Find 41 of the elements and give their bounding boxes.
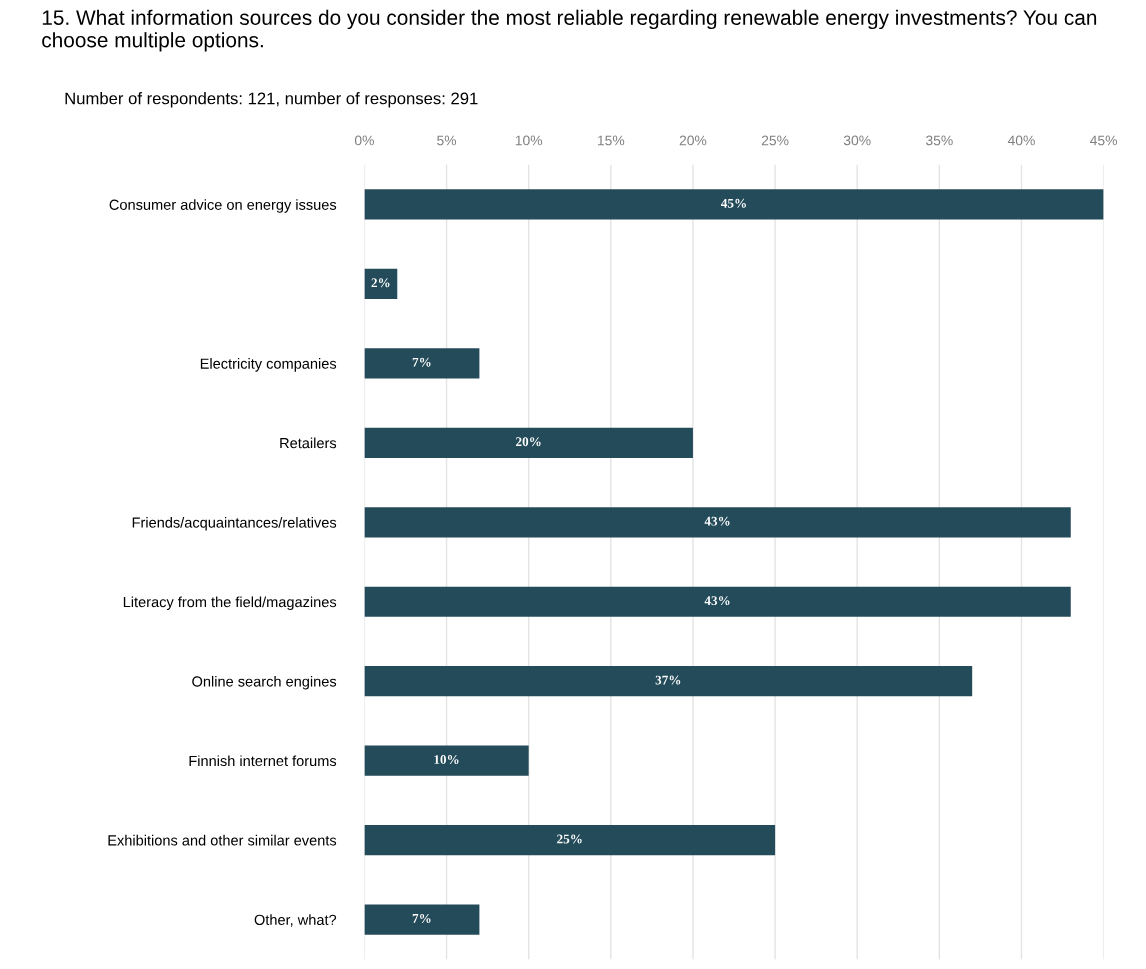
bar <box>364 427 693 458</box>
bar <box>364 348 480 379</box>
chart-title: 15. What information sources do you consider the most reliable regarding renewable energy investments? You can choose multiple options. <box>42 9 1097 52</box>
x-tick-label: 45% <box>1090 135 1117 146</box>
bar <box>364 189 1104 220</box>
x-tick-label: 40% <box>1007 135 1035 146</box>
x-tick-label: 25% <box>761 135 789 146</box>
y-tick-label: Literacy from the field/magazines <box>123 596 337 611</box>
x-tick-label: 20% <box>679 135 707 146</box>
y-tick-label: Consumer advice on energy issues <box>109 199 337 213</box>
data-label: 43% <box>704 596 730 606</box>
bar <box>364 745 529 776</box>
y-tick-label: Friends/acquaintances/relatives <box>132 517 337 531</box>
bar <box>364 825 776 856</box>
y-tick-label: Exhibitions and other similar events <box>108 834 337 846</box>
data-label: 7% <box>412 913 431 923</box>
y-tick-label: Retailers <box>280 437 337 449</box>
x-tick-label: 10% <box>515 135 543 146</box>
bar <box>364 268 398 300</box>
bar <box>364 904 480 935</box>
bar <box>364 666 973 697</box>
data-label: 20% <box>516 437 541 447</box>
data-label: 37% <box>655 675 681 685</box>
x-tick-label: 0% <box>354 135 374 146</box>
x-tick-label: 5% <box>437 135 457 146</box>
data-label: 25% <box>557 834 582 844</box>
data-label: 10% <box>434 755 459 765</box>
data-label: 45% <box>721 198 746 208</box>
x-tick-label: 30% <box>843 135 871 146</box>
x-tick-label: 35% <box>925 135 953 146</box>
y-tick-label: Online search engines <box>192 675 337 690</box>
x-tick-label: 15% <box>597 135 625 146</box>
data-label: 43% <box>704 516 730 526</box>
bar <box>364 586 1071 617</box>
chart-subtitle: Number of respondents: 121, number of responses: 291 <box>65 92 478 108</box>
y-tick-label: Finnish internet forums <box>189 755 337 767</box>
data-label: 7% <box>412 357 431 367</box>
y-tick-label: Electricity companies <box>200 358 337 372</box>
bar <box>364 507 1071 538</box>
y-tick-label: Other, what? <box>254 914 337 927</box>
data-label: 2% <box>371 278 390 288</box>
